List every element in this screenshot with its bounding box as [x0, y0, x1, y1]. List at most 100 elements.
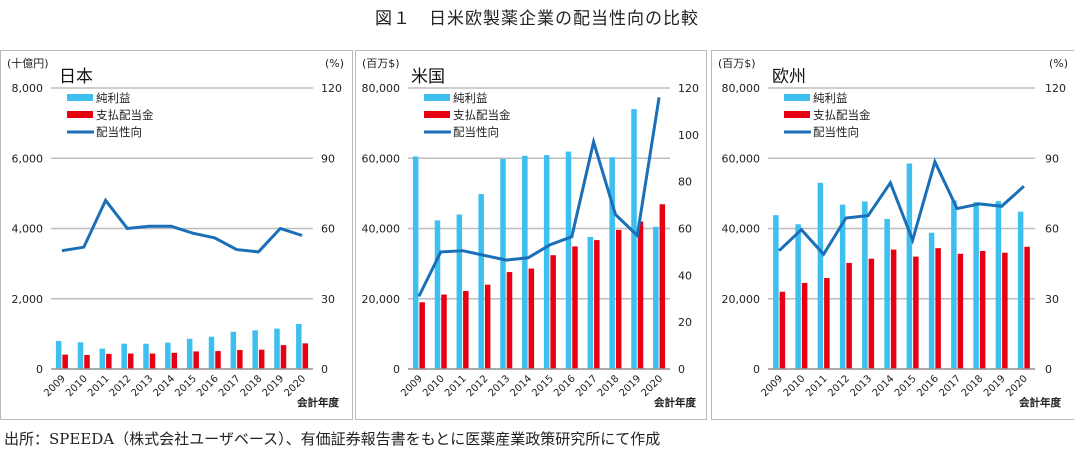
legend-label-dividends: 支払配当金	[813, 108, 871, 122]
y2-tick-label: 0	[1045, 363, 1052, 376]
y-tick-label: 4,000	[12, 223, 44, 236]
bar-dividends	[127, 353, 134, 369]
bar-dividends	[84, 354, 90, 369]
x-tick-label: 2018	[960, 373, 986, 399]
y-tick-label: 6,000	[12, 152, 44, 165]
legend-swatch-net-income	[424, 94, 450, 101]
legend-swatch-net-income	[67, 94, 93, 101]
y2-tick-label: 60	[1045, 223, 1059, 236]
y2-tick-label: 60	[678, 223, 692, 236]
bar-net-income	[99, 348, 106, 369]
bar-dividends	[659, 204, 666, 369]
x-axis-label: 会計年度	[297, 396, 339, 409]
bar-dividends	[463, 291, 469, 369]
legend-label-net-income: 純利益	[96, 91, 131, 105]
bar-dividends	[258, 349, 265, 369]
chart-panel-us: (百万$) 米国 0 20,000 40,000 60,000 80,000 0 20 40 60 8…	[355, 50, 707, 420]
legend-label-payout: 配当性向	[453, 125, 499, 139]
bar-dividends	[1002, 252, 1008, 369]
y-tick-label: 8,000	[12, 82, 44, 95]
bar-dividends	[957, 253, 964, 369]
x-tick-label: 2014	[508, 373, 534, 399]
x-axis-label: 会計年度	[1019, 396, 1061, 409]
y2-tick-label: 40	[678, 269, 692, 282]
x-tick-label: 2017	[574, 373, 600, 399]
legend-swatch-net-income	[784, 94, 810, 101]
chart-europe: (百万$) (%) 欧州 0 20,000 40,000 60,000 80,000 0 30 60…	[718, 57, 1068, 409]
x-tick-label: 2011	[804, 373, 830, 399]
y-tick-label: 20,000	[722, 293, 761, 306]
legend-label-net-income: 純利益	[453, 91, 488, 105]
source-note: 出所：SPEEDA（株式会社ユーザベース）、有価証券報告書をもとに医薬産業政策研…	[4, 430, 661, 448]
x-tick-label: 2009	[399, 373, 425, 399]
bar-net-income	[973, 202, 979, 369]
chart-title: 日本	[59, 67, 93, 87]
y-tick-label: 20,000	[362, 293, 401, 306]
bar-net-income	[565, 151, 572, 369]
y2-tick-label: 120	[1045, 82, 1066, 95]
y2-tick-label: 90	[1045, 152, 1059, 165]
bar-dividends	[846, 262, 852, 369]
x-tick-label: 2010	[782, 373, 808, 399]
x-tick-label: 2013	[130, 373, 156, 399]
y-tick-label: 0	[393, 363, 400, 376]
x-axis-label: 会計年度	[654, 396, 696, 409]
bar-net-income	[296, 324, 302, 369]
bar-net-income	[839, 204, 846, 369]
bar-dividends	[890, 249, 897, 369]
y-tick-label: 60,000	[362, 152, 401, 165]
bar-dividends	[237, 350, 243, 369]
x-tick-label: 2009	[42, 373, 68, 399]
bar-net-income	[906, 163, 913, 369]
x-tick-label: 2018	[239, 373, 265, 399]
legend-label-dividends: 支払配当金	[96, 108, 154, 122]
chart-panel-japan: (十億円) (%) 日本 0 2,000 4,000 6,000 8,000 0 30 60 90 12…	[0, 50, 353, 420]
y2-axis-unit: (%)	[325, 57, 344, 70]
bar-net-income	[478, 194, 484, 369]
chart-panel-europe: (百万$) (%) 欧州 0 20,000 40,000 60,000 80,000 0 30 60…	[711, 50, 1074, 420]
bar-net-income	[928, 232, 935, 369]
x-tick-label: 2020	[1004, 373, 1030, 399]
y2-tick-label: 80	[678, 176, 692, 189]
bar-net-income	[884, 219, 890, 369]
bar-net-income	[951, 200, 957, 369]
y2-tick-label: 90	[321, 152, 335, 165]
bar-dividends	[419, 302, 425, 369]
x-tick-label: 2020	[639, 373, 665, 399]
bar-net-income	[587, 236, 594, 369]
y2-tick-label: 0	[321, 363, 328, 376]
bar-net-income	[653, 226, 659, 369]
line-payout-ratio	[778, 157, 1025, 257]
bar-dividends	[106, 353, 112, 369]
line-payout-ratio	[417, 97, 661, 298]
bar-net-income	[609, 157, 615, 369]
y2-tick-label: 60	[321, 223, 335, 236]
x-tick-label: 2019	[982, 373, 1008, 399]
bar-net-income	[795, 224, 801, 369]
legend-swatch-dividends	[784, 111, 810, 118]
bar-dividends	[550, 255, 556, 369]
x-tick-label: 2019	[261, 373, 287, 399]
legend-swatch-dividends	[67, 111, 93, 118]
x-tick-label: 2012	[108, 373, 134, 399]
legend-label-payout: 配当性向	[96, 125, 142, 139]
y-axis-unit: (百万$)	[718, 57, 756, 70]
bar-dividends	[149, 353, 156, 369]
bar-dividends	[1024, 246, 1030, 369]
bar-net-income	[121, 343, 127, 369]
y2-tick-label: 20	[678, 316, 692, 329]
chart-title: 欧州	[772, 67, 806, 87]
bar-net-income	[412, 156, 419, 369]
y-tick-label: 80,000	[362, 82, 401, 95]
x-tick-label: 2017	[217, 373, 243, 399]
figure-title: 図１ 日米欧製薬企業の配当性向の比較	[375, 9, 699, 29]
bar-dividends	[171, 352, 178, 369]
bar-dividends	[979, 250, 986, 369]
bar-dividends	[302, 343, 309, 369]
bar-dividends	[779, 291, 786, 369]
x-tick-label: 2014	[151, 373, 177, 399]
chart-us: (百万$) 米国 0 20,000 40,000 60,000 80,000 0 20 40 60 8…	[362, 57, 700, 409]
y-tick-label: 40,000	[722, 223, 761, 236]
